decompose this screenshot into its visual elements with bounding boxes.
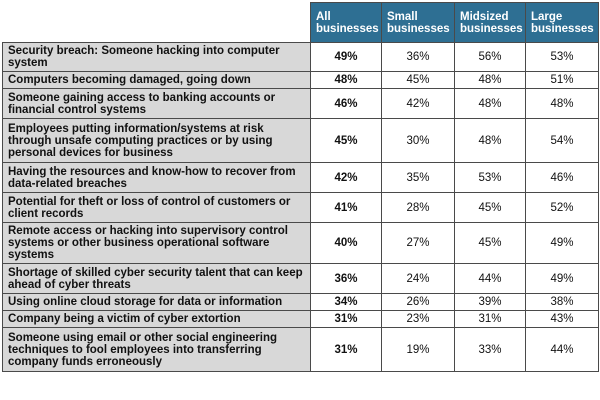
value-all-businesses: 41% — [310, 192, 382, 223]
value-all-businesses: 40% — [310, 222, 382, 264]
row-label: Remote access or hacking into supervisor… — [2, 222, 311, 264]
value-all-businesses: 46% — [310, 88, 382, 119]
value-large-businesses: 48% — [525, 88, 599, 119]
table-row: Shortage of skilled cyber security talen… — [2, 263, 599, 294]
row-label: Having the resources and know-how to rec… — [2, 162, 311, 193]
value-large-businesses: 51% — [525, 71, 599, 89]
value-all-businesses: 31% — [310, 310, 382, 328]
table-row: Remote access or hacking into supervisor… — [2, 222, 599, 264]
value-all-businesses: 31% — [310, 327, 382, 372]
value-midsized-businesses: 53% — [454, 162, 526, 193]
value-all-businesses: 36% — [310, 263, 382, 294]
value-small-businesses: 30% — [381, 118, 455, 163]
row-label: Potential for theft or loss of control o… — [2, 192, 311, 223]
header-small-businesses: Small businesses — [381, 2, 455, 43]
value-midsized-businesses: 31% — [454, 310, 526, 328]
table-body: Security breach: Someone hacking into co… — [2, 42, 599, 372]
value-all-businesses: 45% — [310, 118, 382, 163]
table-row: Computers becoming damaged, going down 48… — [2, 71, 599, 89]
value-midsized-businesses: 44% — [454, 263, 526, 294]
row-label: Company being a victim of cyber extortio… — [2, 310, 311, 328]
value-all-businesses: 42% — [310, 162, 382, 193]
value-midsized-businesses: 48% — [454, 118, 526, 163]
value-all-businesses: 48% — [310, 71, 382, 89]
table-row: Potential for theft or loss of control o… — [2, 192, 599, 223]
value-small-businesses: 23% — [381, 310, 455, 328]
table-row: Company being a victim of cyber extortio… — [2, 310, 599, 328]
row-label: Someone using email or other social engi… — [2, 327, 311, 372]
survey-table-container: All businesses Small businesses Midsized… — [2, 2, 599, 372]
row-label: Employees putting information/systems at… — [2, 118, 311, 163]
value-midsized-businesses: 48% — [454, 71, 526, 89]
value-midsized-businesses: 45% — [454, 192, 526, 223]
value-small-businesses: 42% — [381, 88, 455, 119]
value-midsized-businesses: 56% — [454, 42, 526, 72]
value-small-businesses: 36% — [381, 42, 455, 72]
table-row: Security breach: Someone hacking into co… — [2, 42, 599, 72]
table-row: Using online cloud storage for data or i… — [2, 293, 599, 311]
value-small-businesses: 35% — [381, 162, 455, 193]
header-corner — [2, 2, 311, 43]
value-large-businesses: 38% — [525, 293, 599, 311]
table-row: Having the resources and know-how to rec… — [2, 162, 599, 193]
header-midsized-businesses: Midsized businesses — [454, 2, 526, 43]
value-large-businesses: 46% — [525, 162, 599, 193]
value-midsized-businesses: 39% — [454, 293, 526, 311]
table-row: Employees putting information/systems at… — [2, 118, 599, 163]
survey-table: All businesses Small businesses Midsized… — [2, 2, 599, 372]
value-small-businesses: 24% — [381, 263, 455, 294]
value-midsized-businesses: 33% — [454, 327, 526, 372]
value-small-businesses: 28% — [381, 192, 455, 223]
row-label: Shortage of skilled cyber security talen… — [2, 263, 311, 294]
row-label: Someone gaining access to banking accoun… — [2, 88, 311, 119]
value-midsized-businesses: 45% — [454, 222, 526, 264]
value-small-businesses: 27% — [381, 222, 455, 264]
header-all-businesses: All businesses — [310, 2, 382, 43]
value-large-businesses: 43% — [525, 310, 599, 328]
value-all-businesses: 49% — [310, 42, 382, 72]
table-row: Someone using email or other social engi… — [2, 327, 599, 372]
table-row: Someone gaining access to banking accoun… — [2, 88, 599, 119]
value-all-businesses: 34% — [310, 293, 382, 311]
value-large-businesses: 49% — [525, 263, 599, 294]
value-large-businesses: 44% — [525, 327, 599, 372]
value-small-businesses: 45% — [381, 71, 455, 89]
value-large-businesses: 54% — [525, 118, 599, 163]
value-large-businesses: 52% — [525, 192, 599, 223]
row-label: Using online cloud storage for data or i… — [2, 293, 311, 311]
value-midsized-businesses: 48% — [454, 88, 526, 119]
value-large-businesses: 49% — [525, 222, 599, 264]
value-large-businesses: 53% — [525, 42, 599, 72]
row-label: Computers becoming damaged, going down — [2, 71, 311, 89]
header-row: All businesses Small businesses Midsized… — [2, 2, 599, 43]
value-small-businesses: 26% — [381, 293, 455, 311]
row-label: Security breach: Someone hacking into co… — [2, 42, 311, 72]
header-large-businesses: Large businesses — [525, 2, 599, 43]
value-small-businesses: 19% — [381, 327, 455, 372]
